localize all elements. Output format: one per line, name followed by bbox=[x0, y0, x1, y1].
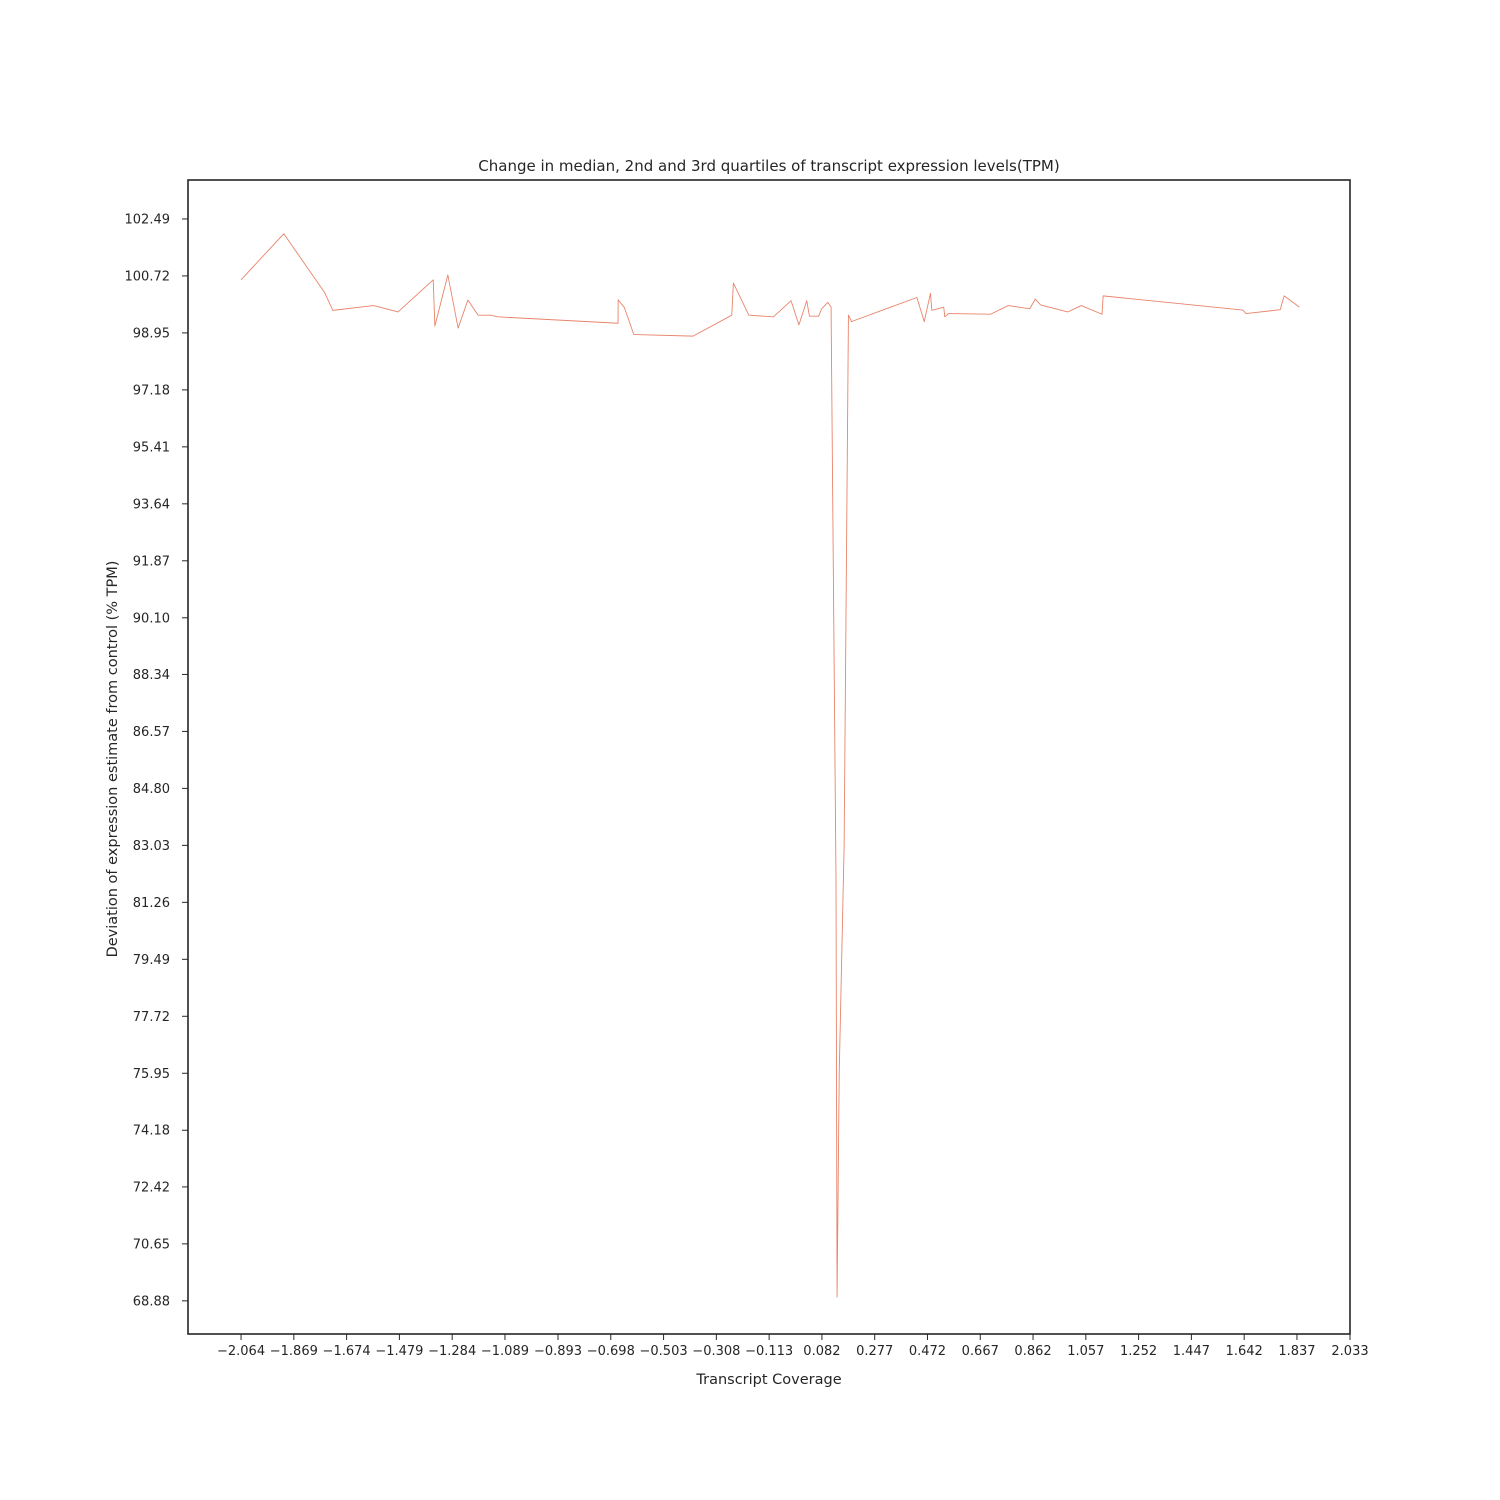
y-tick-label: 79.49 bbox=[133, 953, 170, 968]
y-tick-label: 81.26 bbox=[133, 896, 170, 911]
plot-frame bbox=[187, 179, 1351, 1335]
x-tick-label: 0.862 bbox=[1014, 1344, 1051, 1359]
y-tick-label: 86.57 bbox=[133, 725, 170, 740]
y-tick-label: 68.88 bbox=[133, 1294, 170, 1309]
x-tick-label: −0.503 bbox=[640, 1344, 688, 1359]
series-layer bbox=[240, 233, 1300, 1298]
x-tick-label: 1.837 bbox=[1278, 1344, 1315, 1359]
y-tick-label: 93.64 bbox=[133, 497, 170, 512]
x-tick-label: 1.447 bbox=[1173, 1344, 1210, 1359]
x-tick-label: 1.057 bbox=[1067, 1344, 1104, 1359]
y-tick-label: 90.10 bbox=[133, 611, 170, 626]
y-tick-label: 72.42 bbox=[133, 1180, 170, 1195]
x-tick-label: −1.284 bbox=[428, 1344, 476, 1359]
y-tick-label: 77.72 bbox=[133, 1010, 170, 1025]
x-axis-label: Transcript Coverage bbox=[695, 1372, 841, 1388]
y-tick-label: 84.80 bbox=[133, 782, 170, 797]
y-tick-label: 83.03 bbox=[133, 839, 170, 854]
x-tick-label: 0.472 bbox=[909, 1344, 946, 1359]
x-tick-label: −1.869 bbox=[270, 1344, 318, 1359]
chart-title: Change in median, 2nd and 3rd quartiles … bbox=[478, 157, 1059, 175]
x-tick-label: 0.277 bbox=[856, 1344, 893, 1359]
y-tick-label: 102.49 bbox=[125, 212, 171, 227]
y-tick-label: 98.95 bbox=[133, 326, 170, 341]
y-tick-label: 95.41 bbox=[133, 440, 170, 455]
x-tick-label: −1.089 bbox=[481, 1344, 529, 1359]
x-tick-label: −0.308 bbox=[692, 1344, 740, 1359]
x-tick-label: −0.698 bbox=[587, 1344, 635, 1359]
y-axis-ticks: 102.49 100.72 98.95 97.18 95.41 93.64 91.87 90.… bbox=[125, 212, 188, 1309]
y-tick-label: 97.18 bbox=[133, 383, 170, 398]
x-tick-label: 1.642 bbox=[1226, 1344, 1263, 1359]
x-tick-label: −1.674 bbox=[323, 1344, 371, 1359]
y-tick-label: 74.18 bbox=[133, 1124, 170, 1139]
x-tick-label: 0.082 bbox=[803, 1344, 840, 1359]
series-line bbox=[240, 233, 1300, 1298]
x-tick-label: −1.479 bbox=[375, 1344, 423, 1359]
x-axis-ticks: −2.064 −1.869 −1.674 −1.479 −1.284 −1.089 −0.8… bbox=[217, 1334, 1369, 1359]
y-tick-label: 75.95 bbox=[133, 1067, 170, 1082]
y-tick-label: 91.87 bbox=[133, 554, 170, 569]
x-tick-label: −0.893 bbox=[534, 1344, 582, 1359]
x-tick-label: 1.252 bbox=[1120, 1344, 1157, 1359]
x-tick-label: 0.667 bbox=[962, 1344, 999, 1359]
y-axis-label: Deviation of expression estimate from co… bbox=[105, 561, 121, 958]
y-tick-label: 88.34 bbox=[133, 668, 170, 683]
y-tick-label: 100.72 bbox=[125, 269, 171, 284]
x-tick-label: −2.064 bbox=[217, 1344, 265, 1359]
x-tick-label: −0.113 bbox=[745, 1344, 793, 1359]
x-tick-label: 2.033 bbox=[1331, 1344, 1368, 1359]
y-tick-label: 70.65 bbox=[133, 1237, 170, 1252]
